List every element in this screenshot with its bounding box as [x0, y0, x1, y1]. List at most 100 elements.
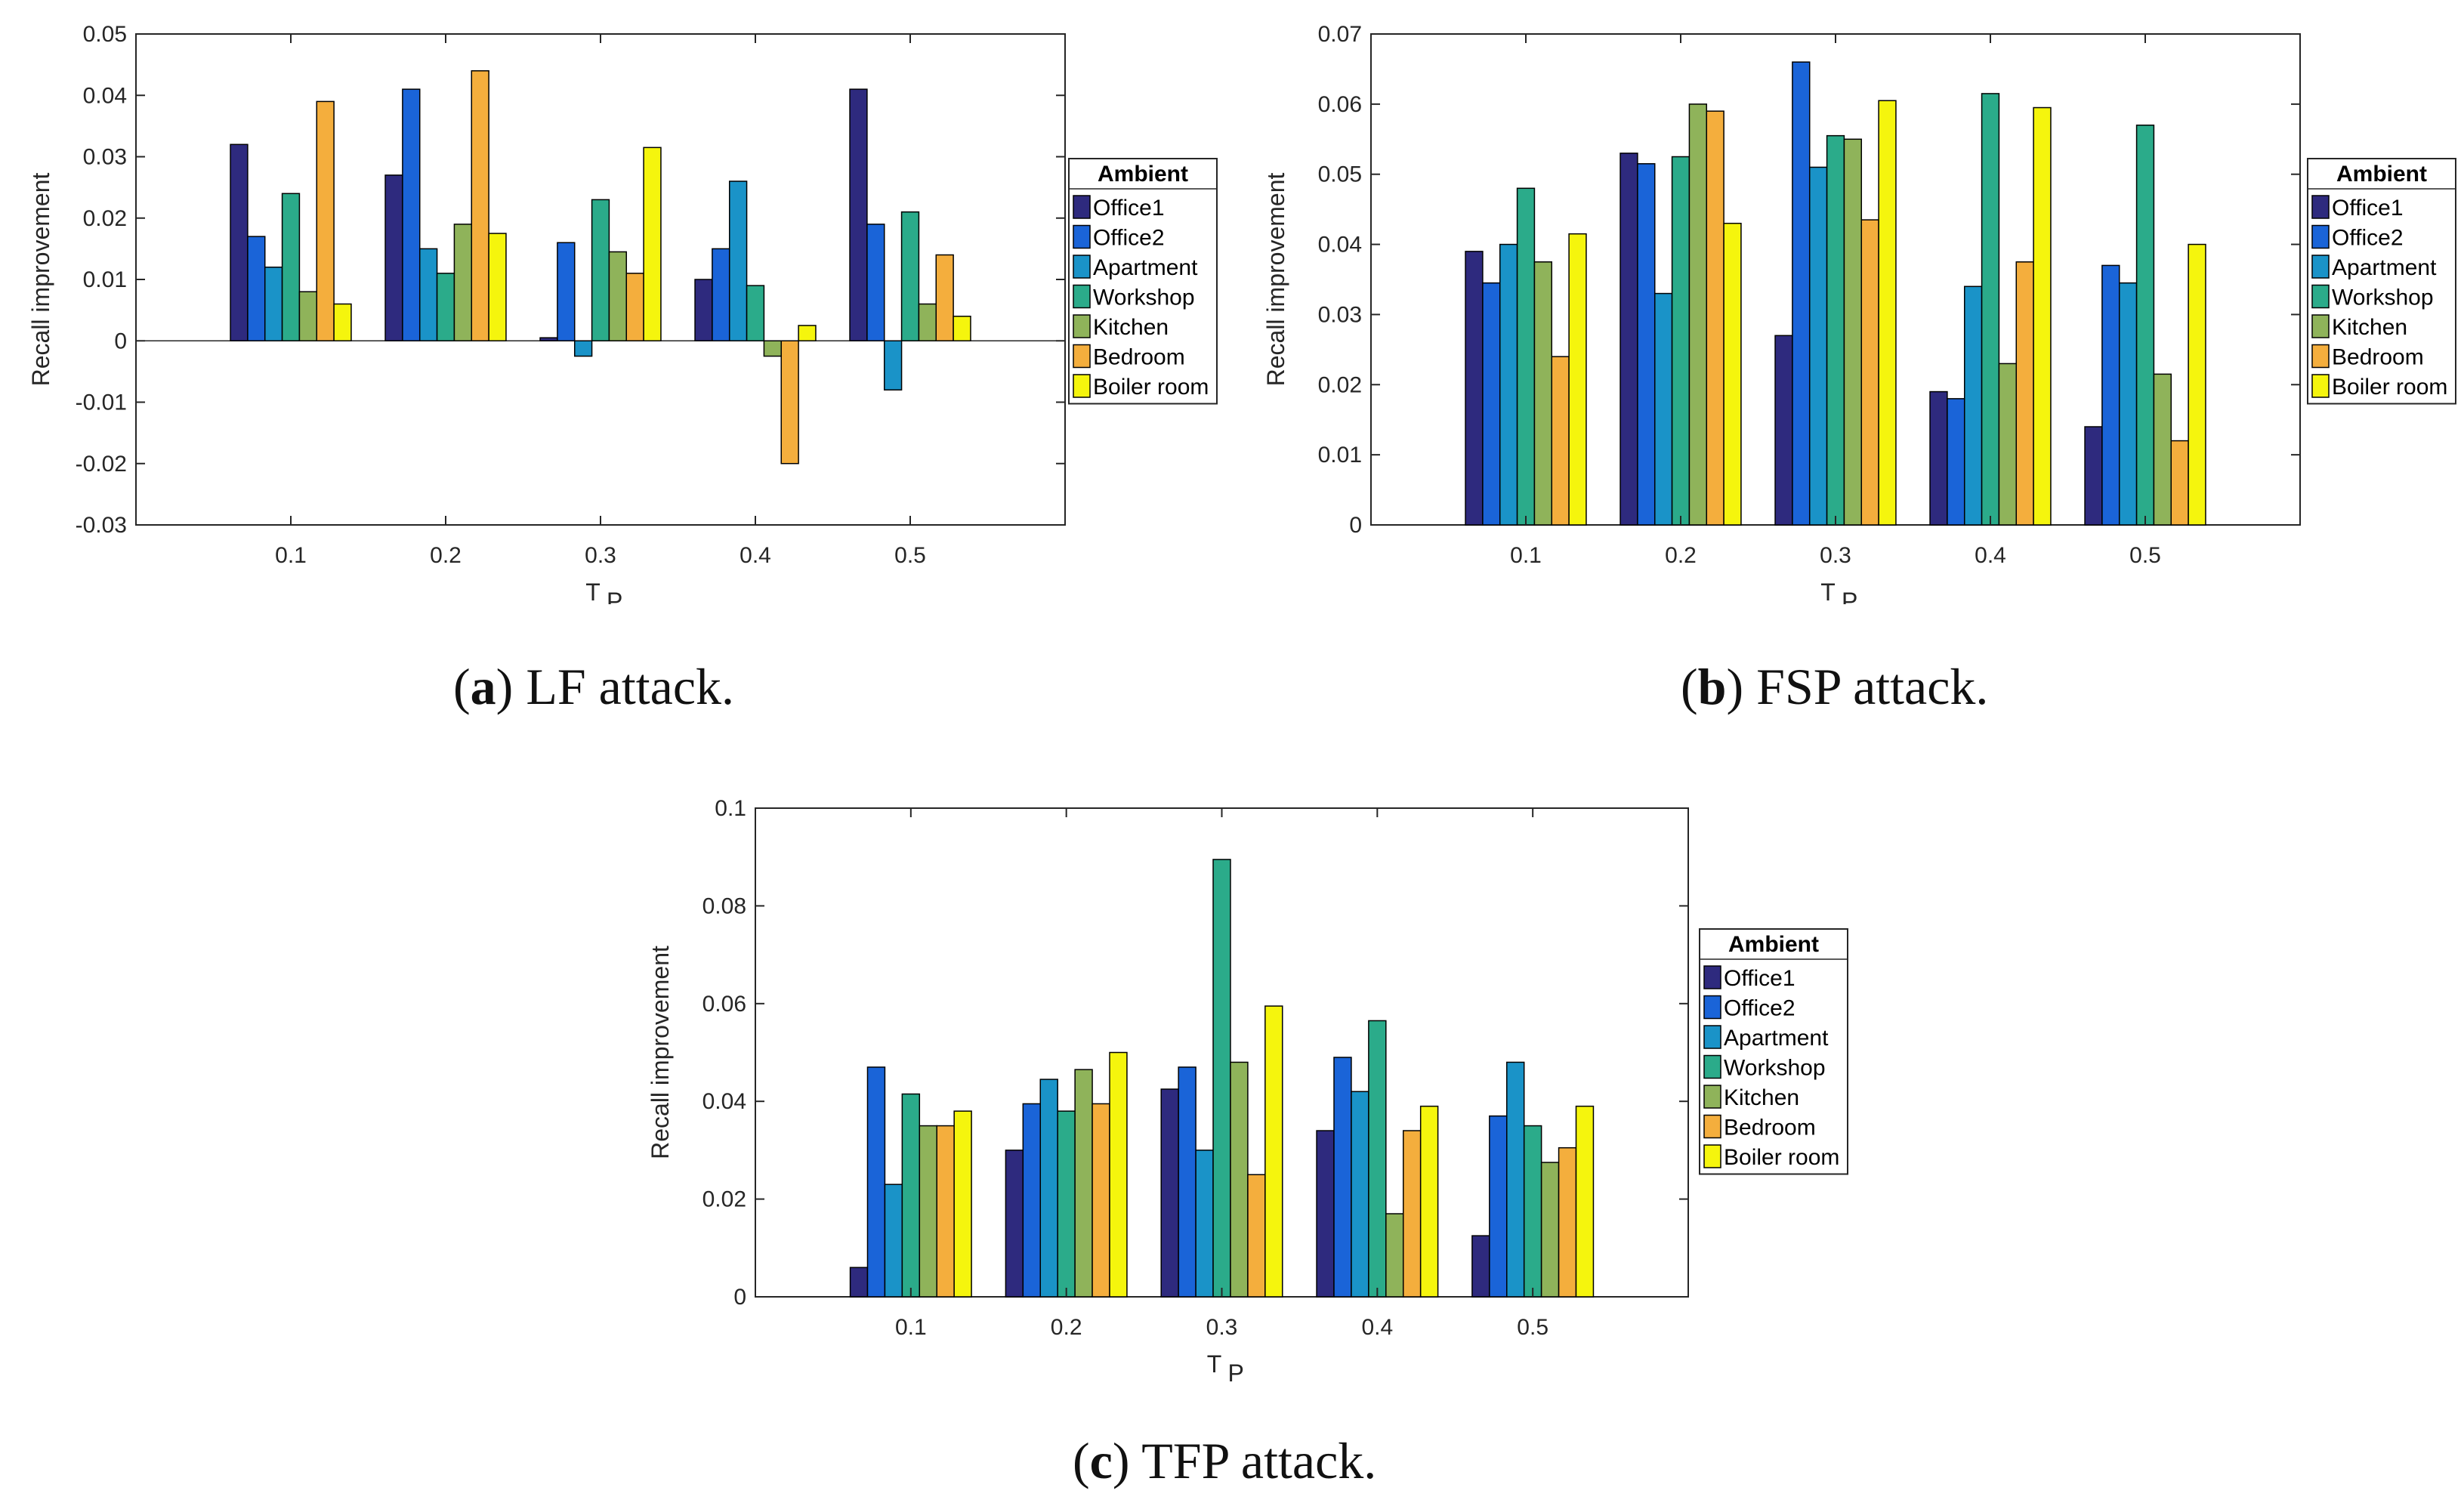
- y-tick-label: 0.07: [1318, 22, 1362, 47]
- y-tick-label: 0: [114, 329, 127, 353]
- y-tick-label: 0.05: [1318, 162, 1362, 187]
- bar-apartment-0.1: [1499, 243, 1518, 526]
- bar-office1-0.3: [539, 337, 558, 341]
- legend-swatch-office1: [1073, 195, 1091, 219]
- bar-office2-0.2: [1022, 1103, 1042, 1298]
- bar-kitchen-0.1: [1533, 261, 1553, 526]
- y-axis-label: Recall improvement: [27, 173, 54, 387]
- bar-office1-0.4: [1316, 1130, 1335, 1298]
- bar-apartment-0.3: [1808, 166, 1828, 526]
- bar-workshop-0.5: [1523, 1125, 1542, 1298]
- legend-label-apartment: Apartment: [1724, 1026, 1829, 1051]
- bar-office1-0.1: [230, 144, 249, 341]
- bar-apartment-0.4: [1963, 285, 1983, 526]
- bar-bedroom-0.1: [1551, 356, 1570, 526]
- bar-boiler-room-0.3: [643, 147, 662, 341]
- bar-kitchen-0.2: [1688, 103, 1708, 526]
- bar-bedroom-0.2: [1092, 1103, 1110, 1298]
- bar-bedroom-0.1: [936, 1125, 955, 1298]
- x-tick-label: 0.2: [1665, 543, 1697, 568]
- legend-swatch-kitchen: [2311, 314, 2330, 338]
- caption-c: (c) TFP attack.: [1073, 1432, 1377, 1489]
- bar-office2-0.3: [557, 242, 576, 341]
- bar-kitchen-0.3: [1843, 138, 1863, 526]
- bar-boiler-room-0.1: [1568, 233, 1587, 526]
- legend-box: [1699, 928, 1848, 1175]
- legend-swatch-bedroom: [1703, 1114, 1721, 1139]
- x-tick-label: 0.4: [1361, 1315, 1393, 1340]
- bar-apartment-0.4: [1351, 1091, 1369, 1298]
- x-axis-label: T: [585, 579, 601, 604]
- y-tick-label: 0.04: [83, 83, 127, 108]
- bar-kitchen-0.1: [298, 291, 318, 341]
- bar-boiler-room-0.2: [1109, 1051, 1128, 1298]
- bar-boiler-room-0.2: [488, 233, 507, 341]
- y-tick-label: 0.06: [702, 992, 746, 1017]
- bar-workshop-0.3: [1826, 134, 1845, 526]
- legend-label-office2: Office2: [1093, 226, 1165, 251]
- bar-office1-0.2: [1005, 1150, 1024, 1298]
- bar-workshop-0.1: [281, 193, 301, 341]
- bar-workshop-0.3: [591, 199, 610, 341]
- y-tick-label: 0.03: [1318, 302, 1362, 327]
- chart-panel-b: 0 0.01 0.02 0.03 0.04 0.05 0.06 0.07 0.1 0.2 0.3 0.…: [1239, 0, 2464, 604]
- y-axis-label: Recall improvement: [1262, 173, 1289, 387]
- legend-label-office2: Office2: [1724, 996, 1796, 1021]
- legend-label-workshop: Workshop: [1724, 1056, 1826, 1081]
- caption-b-letter: b: [1697, 658, 1727, 715]
- bar-office1-0.5: [849, 88, 868, 341]
- bar-workshop-0.5: [900, 211, 920, 341]
- bar-office1-0.3: [1160, 1088, 1179, 1298]
- bar-office2-0.5: [1489, 1115, 1508, 1298]
- legend-label-workshop: Workshop: [2332, 285, 2434, 310]
- bar-bedroom-0.5: [2170, 440, 2189, 526]
- bar-boiler-room-0.3: [1878, 100, 1897, 526]
- bar-office2-0.5: [2101, 264, 2120, 526]
- bar-apartment-0.2: [1039, 1079, 1058, 1298]
- bar-apartment-0.5: [2118, 282, 2138, 526]
- bar-apartment-0.3: [1195, 1150, 1214, 1298]
- legend-title: Ambient: [1098, 162, 1188, 187]
- bar-boiler-room-0.4: [2033, 106, 2052, 526]
- legend-swatch-office2: [1703, 995, 1721, 1020]
- y-tick-label: 0.02: [83, 206, 127, 231]
- bar-workshop-0.3: [1212, 859, 1231, 1298]
- legend-label-boiler-room: Boiler room: [1724, 1145, 1839, 1170]
- x-axis-label-subscript: P: [1842, 588, 1857, 604]
- bar-apartment-0.5: [883, 340, 903, 390]
- x-tick-label: 0.2: [1051, 1315, 1082, 1340]
- legend-label-workshop: Workshop: [1093, 285, 1195, 310]
- bar-office2-0.3: [1178, 1066, 1196, 1298]
- bar-office2-0.1: [866, 1066, 886, 1298]
- bar-office2-0.1: [247, 236, 266, 341]
- bar-bedroom-0.3: [625, 273, 644, 341]
- bar-chart-fsp-attack: 0 0.01 0.02 0.03 0.04 0.05 0.06 0.07 0.1 0.2 0.3 0.…: [1262, 22, 2456, 604]
- bar-office2-0.5: [866, 224, 885, 341]
- legend-swatch-apartment: [1073, 255, 1091, 279]
- legend-swatch-office1: [1703, 965, 1721, 989]
- x-tick-label: 0.4: [1975, 543, 2006, 568]
- bar-office1-0.4: [1929, 390, 1948, 526]
- legend-swatch-bedroom: [2311, 344, 2330, 369]
- bar-workshop-0.2: [436, 273, 455, 341]
- bar-bedroom-0.5: [935, 254, 954, 341]
- y-tick-label: 0.06: [1318, 92, 1362, 117]
- caption-b-text: FSP attack.: [1756, 658, 1989, 715]
- bar-boiler-room-0.5: [2188, 243, 2206, 526]
- x-tick-label: 0.5: [894, 543, 926, 568]
- bar-apartment-0.1: [884, 1184, 903, 1298]
- bar-kitchen-0.3: [1230, 1061, 1249, 1298]
- bar-office2-0.2: [402, 88, 421, 341]
- y-tick-label: 0: [1349, 513, 1362, 538]
- legend-swatch-boiler-room: [1073, 374, 1091, 398]
- legend-swatch-workshop: [1703, 1054, 1721, 1079]
- legend-label-kitchen: Kitchen: [1724, 1085, 1799, 1110]
- y-axis-label: Recall improvement: [647, 946, 674, 1159]
- x-tick-label: 0.4: [740, 543, 771, 568]
- bar-bedroom-0.3: [1860, 219, 1879, 526]
- bar-office2-0.4: [1947, 398, 1965, 526]
- legend-label-office1: Office1: [1093, 196, 1165, 221]
- legend-swatch-kitchen: [1703, 1085, 1721, 1109]
- y-tick-label: 0: [733, 1285, 746, 1310]
- x-axis-label-subscript: P: [1228, 1359, 1244, 1382]
